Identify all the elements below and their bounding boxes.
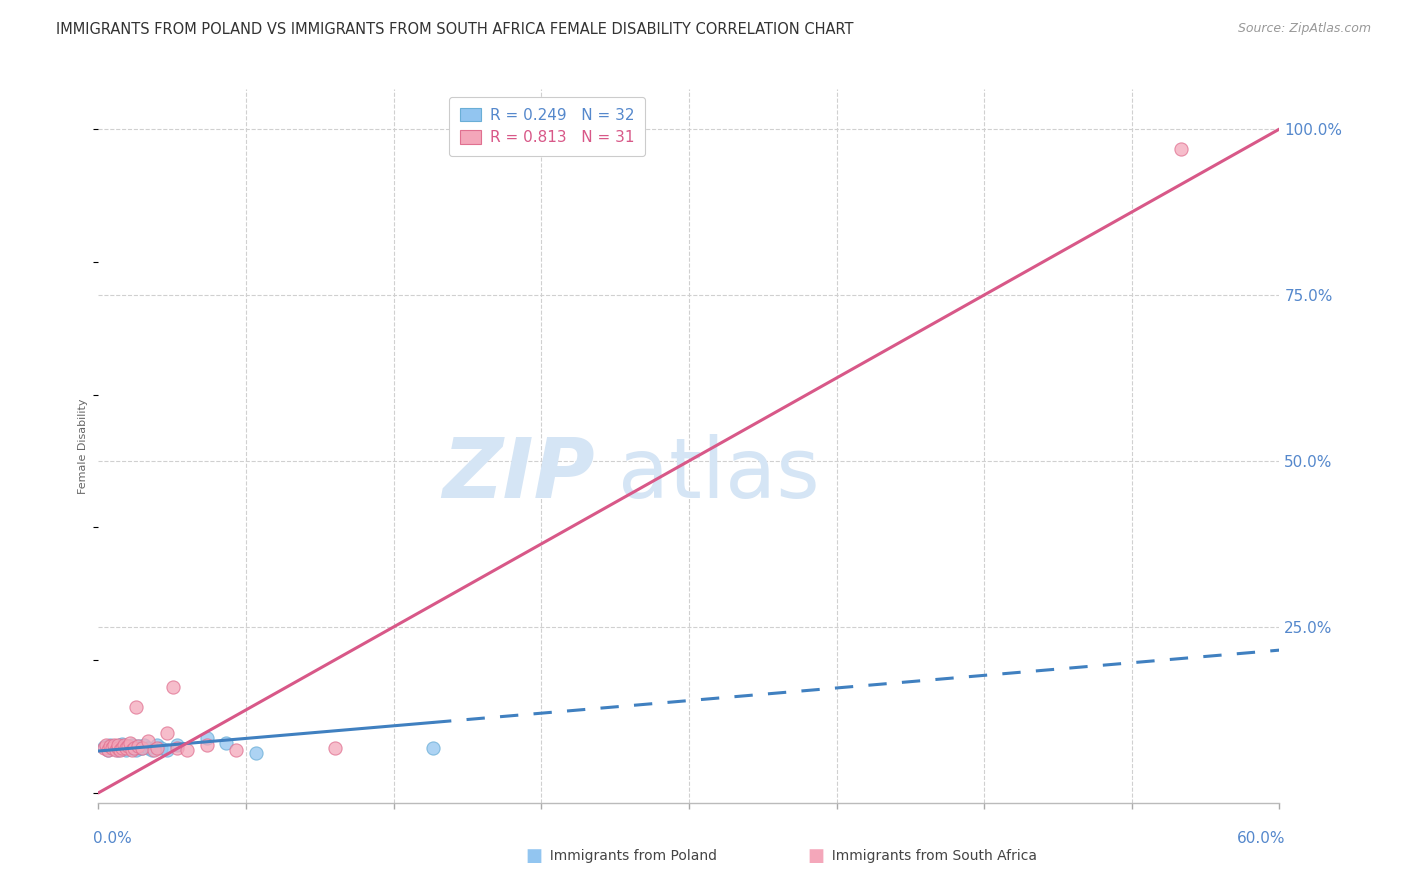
Point — [111, 741, 134, 756]
Point — [141, 742, 163, 756]
Point — [98, 738, 121, 752]
Text: Source: ZipAtlas.com: Source: ZipAtlas.com — [1237, 22, 1371, 36]
Point — [195, 731, 218, 746]
Point — [422, 740, 444, 755]
Point — [125, 742, 148, 756]
Point — [117, 739, 139, 754]
Point — [146, 738, 169, 752]
Point — [323, 740, 346, 755]
Point — [117, 739, 139, 754]
Text: 0.0%: 0.0% — [93, 831, 131, 847]
Point — [107, 740, 129, 755]
Point — [93, 739, 115, 754]
Point — [111, 738, 134, 752]
Point — [166, 740, 188, 755]
Point — [162, 680, 184, 694]
Point — [108, 738, 131, 752]
Point — [136, 741, 159, 756]
Point — [98, 739, 121, 754]
Point — [156, 726, 179, 740]
Point — [103, 739, 125, 753]
Point — [245, 746, 267, 760]
Point — [108, 742, 131, 756]
Point — [225, 742, 247, 756]
Point — [131, 740, 153, 755]
Point — [93, 740, 115, 755]
Point — [118, 736, 141, 750]
Point — [195, 738, 218, 752]
Point — [128, 741, 150, 756]
Text: IMMIGRANTS FROM POLAND VS IMMIGRANTS FROM SOUTH AFRICA FEMALE DISABILITY CORRELA: IMMIGRANTS FROM POLAND VS IMMIGRANTS FRO… — [56, 22, 853, 37]
Point — [96, 738, 118, 752]
Y-axis label: Female Disability: Female Disability — [77, 398, 89, 494]
Point — [142, 742, 165, 756]
Text: Immigrants from South Africa: Immigrants from South Africa — [823, 849, 1036, 863]
Point — [127, 739, 149, 754]
Point — [112, 740, 135, 755]
Point — [146, 740, 169, 755]
Point — [101, 740, 124, 755]
Point — [150, 740, 173, 755]
Point — [107, 738, 129, 752]
Point — [115, 740, 138, 755]
Point — [111, 740, 134, 755]
Point — [112, 738, 135, 752]
Legend: R = 0.249   N = 32, R = 0.813   N = 31: R = 0.249 N = 32, R = 0.813 N = 31 — [449, 97, 645, 156]
Text: ZIP: ZIP — [441, 434, 595, 515]
Text: ■: ■ — [526, 847, 543, 865]
Point — [105, 742, 128, 756]
Point — [101, 740, 124, 755]
Point — [122, 740, 145, 755]
Point — [136, 734, 159, 748]
Point — [166, 738, 188, 752]
Text: atlas: atlas — [619, 434, 820, 515]
Point — [176, 742, 198, 756]
Point — [103, 738, 125, 752]
Point — [131, 740, 153, 755]
Text: ■: ■ — [807, 847, 824, 865]
Point — [97, 742, 120, 756]
Text: Immigrants from Poland: Immigrants from Poland — [541, 849, 717, 863]
Point — [215, 736, 238, 750]
Point — [118, 741, 141, 756]
Point — [1170, 142, 1192, 156]
Point — [125, 699, 148, 714]
Point — [105, 742, 128, 756]
Point — [115, 742, 138, 756]
Text: 60.0%: 60.0% — [1237, 831, 1285, 847]
Point — [97, 742, 120, 756]
Point — [107, 739, 129, 754]
Point — [107, 742, 129, 756]
Point — [122, 740, 145, 755]
Point — [121, 738, 143, 752]
Point — [132, 738, 155, 752]
Point — [127, 739, 149, 754]
Point — [121, 742, 143, 756]
Point — [156, 742, 179, 756]
